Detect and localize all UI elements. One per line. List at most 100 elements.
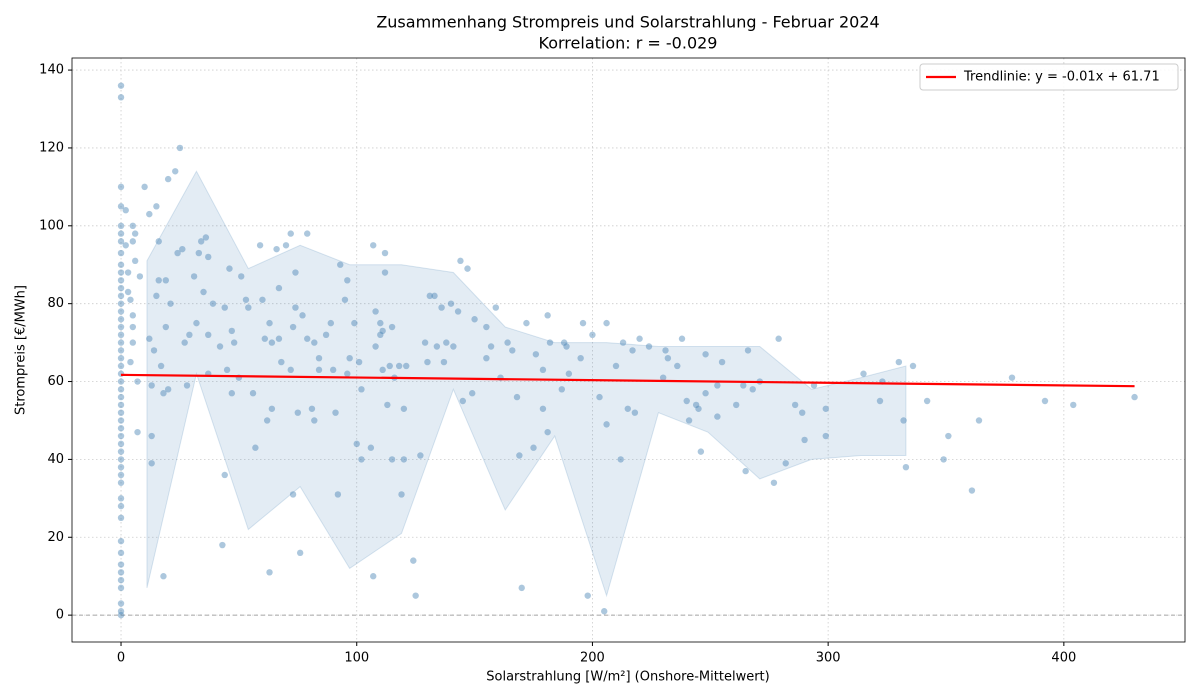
scatter-point xyxy=(275,284,283,292)
scatter-point xyxy=(530,444,537,451)
legend-label: Trendlinie: y = -0.01x + 61.71 xyxy=(963,70,1160,85)
scatter-point xyxy=(259,296,266,303)
scatter-point xyxy=(398,491,405,498)
scatter-point xyxy=(403,362,410,370)
scatter-point xyxy=(714,413,721,420)
scatter-point xyxy=(664,354,672,362)
scatter-point xyxy=(662,347,669,354)
scatter-point xyxy=(146,335,153,342)
scatter-point xyxy=(388,323,396,331)
scatter-point xyxy=(131,230,139,237)
scatter-point xyxy=(603,319,610,327)
scatter-point xyxy=(431,292,438,300)
scatter-point xyxy=(341,296,349,303)
scatter-point xyxy=(546,339,554,346)
scatter-point xyxy=(117,432,125,440)
scatter-point xyxy=(216,343,224,350)
scatter-point xyxy=(483,323,490,331)
scatter-point xyxy=(355,358,363,366)
scatter-point xyxy=(221,471,228,479)
scatter-point xyxy=(469,390,476,397)
scatter-point xyxy=(289,323,297,331)
y-tick-label: 140 xyxy=(39,63,64,78)
scatter-point xyxy=(155,277,162,284)
scatter-point xyxy=(117,440,125,448)
scatter-point xyxy=(273,245,280,253)
scatter-point xyxy=(205,253,212,261)
scatter-point xyxy=(174,249,181,257)
scatter-point xyxy=(968,487,976,494)
scatter-point xyxy=(433,343,441,350)
scatter-point xyxy=(1131,393,1138,401)
scatter-point xyxy=(344,277,351,284)
scatter-point xyxy=(346,354,353,362)
scatter-point xyxy=(167,300,174,307)
scatter-point xyxy=(117,183,125,191)
scatter-point xyxy=(292,304,299,311)
scatter-point xyxy=(117,584,125,592)
scatter-point xyxy=(150,347,158,354)
scatter-point xyxy=(117,316,125,323)
y-tick-label: 100 xyxy=(39,218,64,233)
scatter-point xyxy=(117,362,125,370)
scatter-point xyxy=(275,335,283,342)
scatter-point xyxy=(617,456,624,463)
scatter-point xyxy=(117,292,125,300)
y-tick-label: 80 xyxy=(47,296,64,311)
scatter-point xyxy=(631,409,639,416)
scatter-point xyxy=(157,362,165,370)
scatter-point xyxy=(702,351,709,358)
scatter-point xyxy=(395,362,403,370)
scatter-point xyxy=(945,432,952,440)
scatter-point xyxy=(117,401,125,409)
scatter-point xyxy=(179,245,186,253)
scatter-point xyxy=(117,471,125,479)
chart-title: Zusammenhang Strompreis und Solarstrahlu… xyxy=(376,13,879,32)
scatter-point xyxy=(381,269,389,276)
scatter-point xyxy=(372,308,379,315)
scatter-point xyxy=(238,273,245,280)
scatter-point xyxy=(351,319,358,327)
scatter-point xyxy=(117,561,125,568)
scatter-point xyxy=(443,339,450,346)
scatter-point xyxy=(129,339,137,346)
scatter-point xyxy=(565,370,573,377)
scatter-point xyxy=(282,242,290,249)
scatter-point xyxy=(822,432,829,440)
scatter-point xyxy=(895,358,903,366)
x-tick-label: 400 xyxy=(1051,651,1076,666)
scatter-point xyxy=(775,335,782,342)
scatter-point xyxy=(337,261,344,268)
scatter-point xyxy=(181,339,188,346)
scatter-point xyxy=(209,300,217,307)
scatter-point xyxy=(117,300,125,307)
scatter-point xyxy=(117,409,125,416)
scatter-point xyxy=(560,339,568,346)
scatter-point xyxy=(117,269,125,276)
scatter-point xyxy=(367,444,375,451)
scatter-point xyxy=(134,378,141,385)
scatter-point xyxy=(353,440,360,448)
scatter-point xyxy=(200,288,207,296)
scatter-point xyxy=(612,362,620,370)
scatter-point xyxy=(1041,397,1049,405)
scatter-point xyxy=(749,386,756,393)
scatter-point xyxy=(117,417,125,424)
scatter-point xyxy=(558,386,565,393)
scatter-point xyxy=(381,249,389,257)
legend-box xyxy=(919,63,1179,91)
y-axis-label: Strompreis [€/MWh] xyxy=(14,285,29,415)
scatter-point xyxy=(544,428,551,436)
scatter-point xyxy=(117,339,125,346)
scatter-point xyxy=(579,319,587,327)
scatter-point xyxy=(117,514,125,522)
scatter-point xyxy=(195,249,203,257)
scatter-point xyxy=(223,366,231,374)
x-tick-label: 100 xyxy=(344,651,369,666)
scatter-point xyxy=(117,203,125,210)
scatter-point xyxy=(659,374,667,381)
scatter-point xyxy=(683,397,690,405)
scatter-point xyxy=(388,456,396,463)
scatter-point xyxy=(266,319,273,327)
scatter-point xyxy=(492,304,499,311)
